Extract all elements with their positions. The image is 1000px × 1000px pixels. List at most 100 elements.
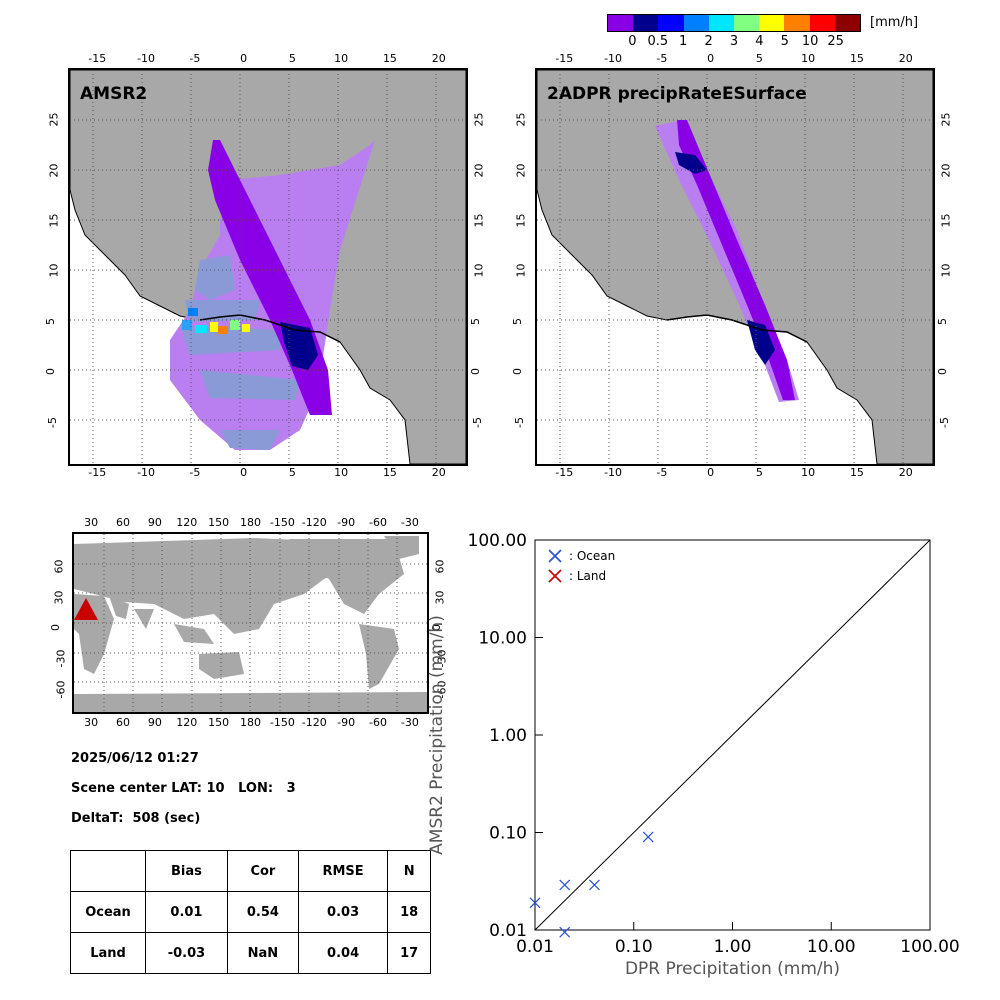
stats-cell: 0.54 [226, 891, 299, 933]
world-tick-label: -60 [369, 716, 387, 729]
world-tick-label: 120 [176, 516, 198, 529]
map-tick-label: -5 [470, 416, 484, 428]
colorbar-label: 10 [801, 34, 819, 49]
map-tick-label: 20 [898, 466, 913, 479]
india-landmass [134, 609, 154, 629]
stats-header-cell [70, 850, 146, 892]
world-tick-label: 60 [116, 716, 130, 729]
amsr2-strip [188, 308, 198, 316]
world-map-left-ticks: 60 30 0 -30 -60 [49, 532, 70, 714]
scatter-plot: 0.01 0.10 1.00 10.00 100.00 0.01 0.10 1.00 10.00… [427, 531, 960, 979]
map-tick-label: 10 [334, 466, 349, 479]
map-tick-label: 25 [472, 112, 486, 127]
seasia-landmass [174, 624, 214, 644]
map-tick-label: 25 [939, 112, 953, 127]
colorbar-segment [683, 15, 709, 31]
map-dpr-right-ticks: 25 20 15 10 5 0 -5 [936, 68, 957, 466]
world-tick-label: 30 [84, 716, 99, 729]
map-tick-label: 15 [514, 213, 528, 228]
one-to-one-line [534, 539, 931, 931]
map-tick-label: 5 [288, 52, 296, 65]
map-tick-label: 0 [707, 466, 715, 479]
map-tick-label: 10 [801, 466, 816, 479]
world-tick-label: -90 [337, 516, 356, 529]
map-tick-label: 5 [755, 466, 763, 479]
map-tick-label: -5 [656, 52, 668, 65]
map-tick-label: 20 [431, 466, 446, 479]
map-tick-label: 10 [472, 263, 486, 278]
y-tick-label: 1.00 [489, 726, 527, 746]
colorbar-label: 4 [755, 34, 764, 49]
map-tick-label: 15 [849, 52, 864, 65]
map-tick-label: 0 [707, 52, 715, 65]
stats-row-land: Land -0.03 NaN 0.04 17 [70, 932, 431, 974]
amsr2-patch [195, 255, 235, 300]
colorbar-segment [633, 15, 659, 31]
world-tick-label: -60 [54, 680, 68, 699]
map-tick-label: 0 [469, 368, 482, 376]
colorbar-segment [759, 15, 785, 31]
world-tick-label: -120 [301, 516, 327, 529]
map-tick-label: 10 [801, 52, 816, 65]
map-tick-label: 0 [511, 368, 524, 376]
colorbar-labels: 0 0.5 1 2 3 4 5 10 25 [607, 34, 861, 50]
colorbar [607, 14, 861, 32]
map-tick-label: 10 [47, 263, 61, 278]
x-tick-label: 100.00 [900, 937, 959, 957]
colorbar-segment [708, 15, 735, 31]
scatter-point [559, 926, 571, 938]
map-tick-label: 15 [849, 466, 864, 479]
y-axis-title: AMSR2 Precipitation (mm/h) [427, 615, 447, 855]
scatter-point [559, 879, 571, 891]
amsr2-strip [195, 325, 207, 333]
australia-landmass [199, 652, 244, 679]
colorbar-segment [784, 15, 810, 31]
scene-center: Scene center LAT: 10 LON: 3 [71, 781, 296, 796]
x-axis-title: DPR Precipitation (mm/h) [625, 959, 840, 979]
map-tick-label: -15 [555, 52, 574, 65]
stats-header-cell: Bias [145, 850, 228, 892]
map-tick-label: -5 [189, 52, 201, 65]
coastline [666, 314, 808, 343]
scatter-point [529, 897, 541, 909]
world-tick-label: 60 [116, 516, 130, 529]
map-tick-label: -10 [604, 466, 623, 479]
map-tick-label: 10 [514, 263, 528, 278]
amsr2-patch [200, 370, 300, 400]
world-tick-label: 150 [208, 516, 230, 529]
amsr2-patch [185, 300, 260, 322]
y-tick-label: 0.01 [489, 921, 527, 941]
map-tick-label: 5 [936, 317, 949, 325]
amsr2-strip [182, 320, 192, 330]
colorbar-segment [734, 15, 760, 31]
map-tick-label: -10 [137, 466, 156, 479]
map-tick-label: -5 [512, 416, 526, 428]
colorbar-label: 0 [628, 34, 637, 49]
map-tick-label: -5 [189, 466, 201, 479]
stats-cell: 0.04 [297, 932, 389, 974]
world-tick-label: 180 [240, 716, 261, 729]
northamerica-landmass [289, 539, 404, 614]
dpr-core [747, 320, 775, 365]
map-amsr2-svg [70, 70, 466, 464]
y-tick-label: 100.00 [468, 531, 527, 551]
map-tick-label: -5 [45, 416, 59, 428]
legend-marker [548, 569, 562, 583]
map-tick-label: -5 [937, 416, 951, 428]
stats-cell: NaN [226, 932, 299, 974]
stats-header-row: Bias Cor RMSE N [70, 850, 431, 892]
stats-cell: Ocean [70, 891, 146, 933]
stats-header-cell: Cor [226, 850, 299, 892]
colorbar-label: 2 [704, 34, 713, 49]
map-tick-label: 15 [939, 213, 953, 228]
map-tick-label: 25 [47, 112, 61, 127]
scatter-point [642, 831, 654, 843]
map-tick-label: -5 [656, 466, 668, 479]
stats-cell: 17 [387, 932, 431, 974]
map-amsr2-left-ticks: 25 20 15 10 5 0 -5 [44, 68, 65, 466]
world-tick-label: -30 [400, 716, 419, 729]
map-tick-label: 0 [240, 466, 248, 479]
map-dpr-svg [537, 70, 933, 464]
world-tick-label: 90 [147, 516, 162, 529]
map-dpr-bottom-ticks: -15 -10 -5 0 5 10 15 20 [535, 466, 935, 480]
